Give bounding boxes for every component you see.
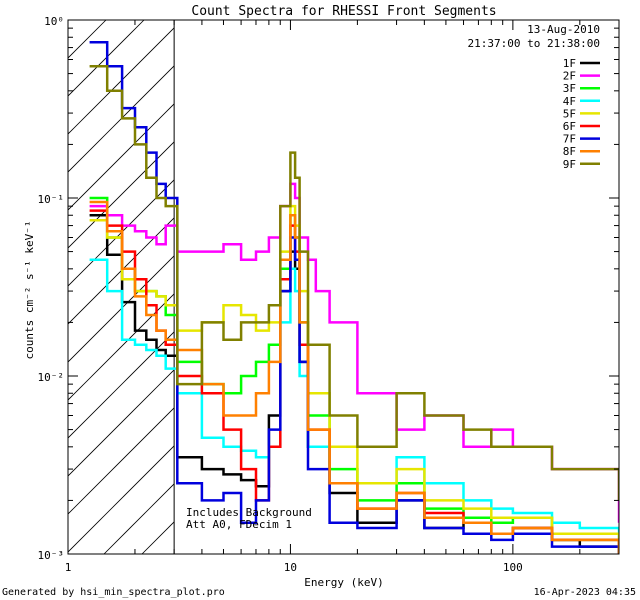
series-line-9f xyxy=(89,64,619,501)
annotation-line: Att A0, FDecim 1 xyxy=(186,518,292,531)
hatch-line xyxy=(68,179,175,287)
y-tick-label: 10⁻² xyxy=(38,371,65,384)
legend-header-line: 21:37:00 to 21:38:00 xyxy=(468,37,600,50)
series-line-3f xyxy=(89,196,619,554)
legend-label-3f: 3F xyxy=(563,82,576,95)
legend-label-1f: 1F xyxy=(563,57,576,70)
series-line-4f xyxy=(89,258,619,540)
x-tick-label: 1 xyxy=(65,561,72,574)
axes-layer: 1 10 100 10⁰ 10⁻¹ 10⁻² 10⁻³ xyxy=(38,15,620,574)
x-axis-label: Energy (keV) xyxy=(304,576,383,589)
hatch-line xyxy=(68,369,175,477)
y-tick-label: 10⁻¹ xyxy=(38,193,65,206)
chart-title: Count Spectra for RHESSI Front Segments xyxy=(191,4,496,19)
legend-label-5f: 5F xyxy=(563,107,576,120)
legend-label-2f: 2F xyxy=(563,70,576,83)
legend-label-9f: 9F xyxy=(563,158,576,171)
series-layer xyxy=(89,20,619,554)
hatch-line xyxy=(68,331,175,439)
legend-label-8f: 8F xyxy=(563,145,576,158)
hatch-line xyxy=(68,20,107,59)
plot-frame xyxy=(67,19,620,555)
hatch-line xyxy=(103,483,175,554)
series-line-8f xyxy=(89,200,619,554)
x-tick-label: 10 xyxy=(284,561,297,574)
hatch-line xyxy=(68,103,175,211)
y-tick-label: 10⁻³ xyxy=(38,549,65,562)
hatch-line xyxy=(68,445,175,553)
series-line-6f xyxy=(89,209,619,554)
x-tick-label: 100 xyxy=(503,561,523,574)
footer-timestamp: 16-Apr-2023 04:35 xyxy=(534,587,636,598)
legend-header-line: 13-Aug-2010 xyxy=(527,23,600,36)
y-tick-label: 10⁰ xyxy=(44,15,64,28)
hatch-line xyxy=(68,407,175,515)
series-line-1f xyxy=(89,213,619,554)
series-line-7f xyxy=(89,40,619,554)
footer-generated-by: Generated by hsi_min_spectra_plot.pro xyxy=(2,587,225,598)
legend-label-7f: 7F xyxy=(563,133,576,146)
hatch-line xyxy=(68,217,175,325)
y-axis-label: counts cm⁻² s⁻¹ keV⁻¹ xyxy=(23,220,36,359)
hatch-line xyxy=(68,255,175,363)
series-line-5f xyxy=(89,204,619,547)
annotation-line: Includes Background xyxy=(186,506,312,519)
series-line-2f xyxy=(89,182,619,523)
hatch-line xyxy=(68,141,175,249)
legend-label-4f: 4F xyxy=(563,95,576,108)
hatched-region xyxy=(68,20,175,554)
legend-label-6f: 6F xyxy=(563,120,576,133)
hatch-line xyxy=(68,27,175,135)
